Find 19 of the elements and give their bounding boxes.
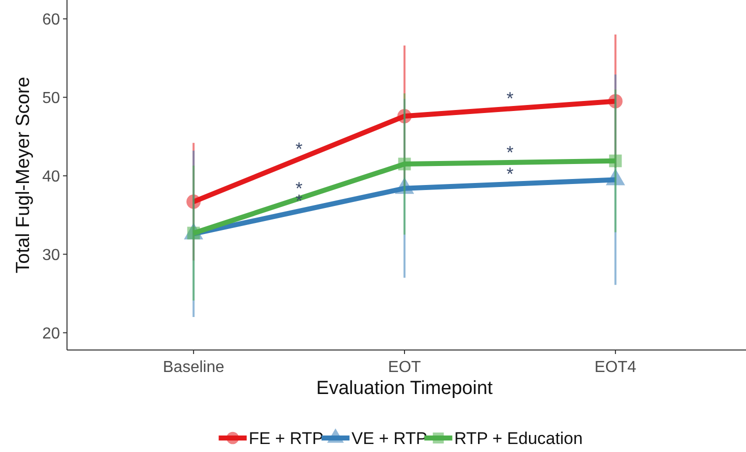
legend-label: RTP + Education [454, 428, 583, 448]
annotation: * [506, 88, 514, 109]
legend-label: VE + RTP [352, 428, 428, 448]
y-tick-label: 30 [42, 246, 60, 264]
x-tick-label: EOT [388, 359, 422, 376]
point [398, 158, 411, 170]
annotation: * [296, 138, 303, 159]
y-tick-label: 60 [42, 11, 60, 28]
legend-label: FE + RTP [248, 428, 324, 448]
y-tick-label: 50 [42, 90, 60, 107]
annotation: * [506, 142, 514, 162]
x-tick-label: Baseline [162, 359, 224, 376]
y-tick-label: 40 [42, 168, 60, 186]
x-axis-title: Evaluation Timepoint [316, 378, 494, 399]
annotation: * [506, 164, 514, 184]
y-axis-title: Total Fugl-Meyer Score [13, 76, 34, 274]
point [609, 154, 622, 168]
x-tick-label: EOT4 [594, 359, 636, 376]
y-tick-label: 20 [42, 325, 60, 342]
